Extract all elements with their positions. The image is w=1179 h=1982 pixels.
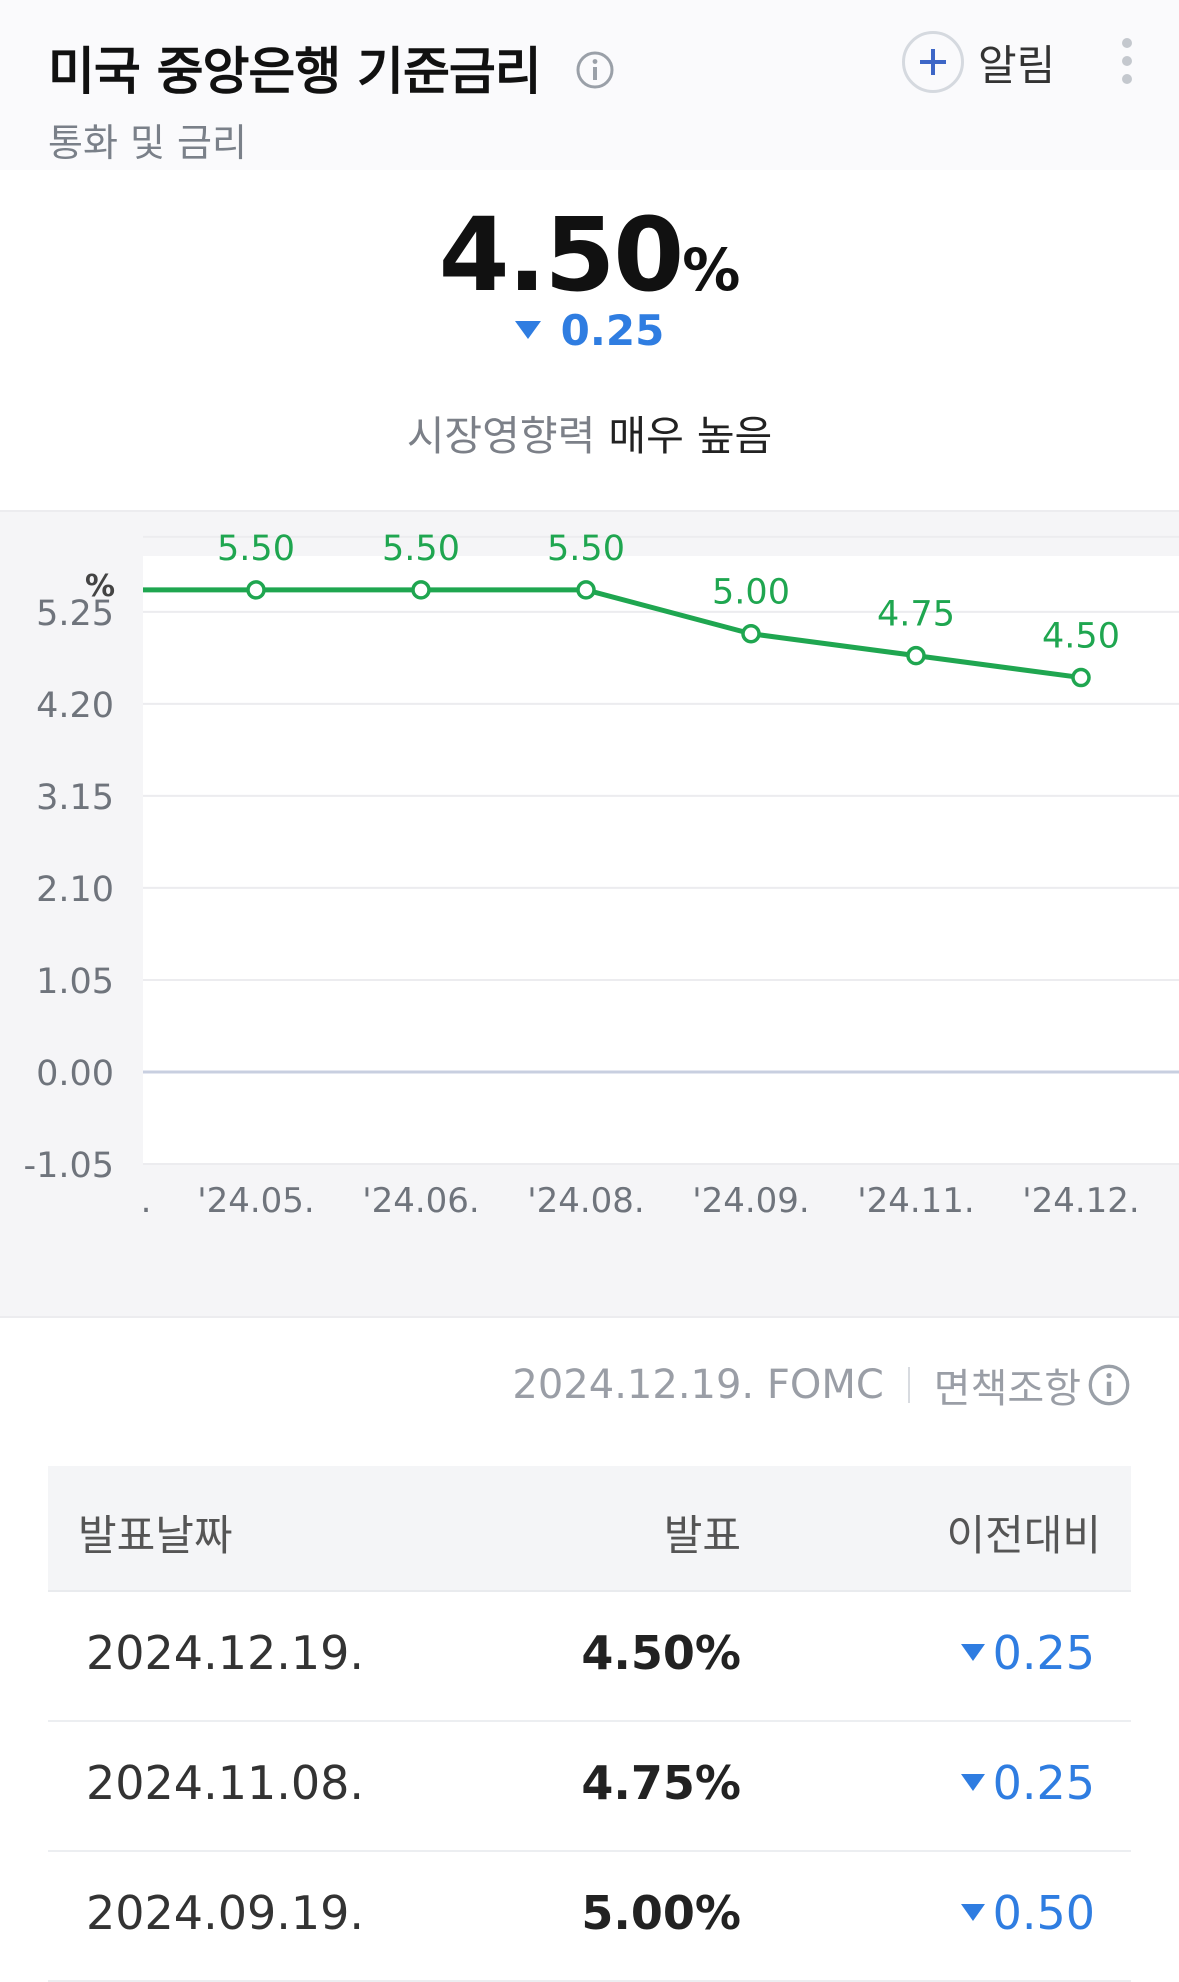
y-tick-label: 3.15 [36,778,114,818]
table-row[interactable]: 2024.12.19. 4.50% 0.25 [48,1590,1131,1722]
row-change-value: 0.25 [992,1626,1095,1680]
row-change: 0.50 [960,1886,1095,1940]
x-tick-label: '24.06. [362,1181,480,1221]
x-tick-label: . [141,1181,152,1221]
current-rate-unit: % [682,236,741,304]
data-point [576,580,596,600]
row-change-value: 0.50 [992,1886,1095,1940]
table-row[interactable]: 2024.11.08. 4.75% 0.25 [48,1720,1131,1852]
page-title: 미국 중앙은행 기준금리 [48,43,542,102]
y-tick-label: 2.10 [36,870,114,910]
row-date: 2024.11.08. [86,1756,364,1810]
down-triangle-icon [960,1774,985,1791]
rate-chart[interactable]: 5.25 4.20 3.15 2.10 1.05 0.00 -1.05%. '24.05. '2… [0,510,1179,1318]
rate-change-value: 0.25 [560,306,665,355]
market-influence-label: 시장영향력 [406,412,596,460]
plus-icon [902,31,964,93]
x-tick-label: '24.09. [692,1181,810,1221]
column-header-date: 발표날짜 [78,1511,233,1560]
data-point [1071,667,1091,688]
y-tick-label: -1.05 [23,1146,114,1186]
row-rate: 4.75% [581,1756,741,1810]
data-label: 5.50 [547,529,625,569]
line-chart[interactable]: 5.25 4.20 3.15 2.10 1.05 0.00 -1.05%. '24.05. '2… [0,512,1179,1316]
alarm-button[interactable]: 알림 [902,30,1055,94]
plot-background [143,556,1179,1164]
x-tick-label: '24.12. [1022,1181,1140,1221]
divider [907,1367,910,1403]
row-rate: 5.00% [581,1886,741,1940]
data-point [246,580,266,600]
current-rate-value: 4.50 [438,196,685,315]
column-header-rate: 발표 [663,1511,741,1560]
data-point [906,645,926,666]
alarm-label: 알림 [978,40,1056,90]
current-rate: 4.50% [0,196,1179,315]
market-influence-value: 매우 높음 [608,412,773,460]
source-label: 2024.12.19. FOMC [512,1362,884,1408]
page-subtitle: 통화 및 금리 [48,121,247,165]
down-triangle-icon [960,1904,985,1921]
y-axis-unit-label: % [85,569,115,604]
row-date: 2024.09.19. [86,1886,364,1940]
down-triangle-icon [514,320,541,339]
row-rate: 4.50% [581,1626,741,1680]
row-change-value: 0.25 [992,1756,1095,1810]
y-tick-label: 0.00 [36,1054,114,1094]
info-icon[interactable] [575,50,615,90]
column-header-change: 이전대비 [946,1511,1101,1560]
info-icon[interactable] [1087,1363,1131,1407]
more-vertical-icon[interactable] [1112,36,1142,86]
y-tick-label: 1.05 [36,962,114,1002]
header: 미국 중앙은행 기준금리 통화 및 금리 알림 [0,0,1179,170]
data-label: 5.00 [712,573,790,613]
y-tick-label: 5.25 [36,594,114,634]
row-change: 0.25 [960,1756,1095,1810]
market-influence: 시장영향력 매우 높음 [0,402,1179,462]
data-point [411,580,431,600]
data-label: 5.50 [217,529,295,569]
row-change: 0.25 [960,1626,1095,1680]
y-tick-label: 4.20 [36,686,114,726]
rate-change: 0.25 [0,306,1179,355]
x-tick-label: '24.11. [857,1181,975,1221]
data-label: 4.75 [877,595,955,635]
data-label: 4.50 [1042,617,1120,657]
table-row[interactable]: 2024.09.19. 5.00% 0.50 [48,1850,1131,1982]
data-label: 5.50 [382,529,460,569]
table-header: 발표날짜 발표 이전대비 [48,1466,1131,1592]
down-triangle-icon [960,1644,985,1661]
footnote: 2024.12.19. FOMC 면책조항 [512,1356,1131,1414]
x-tick-label: '24.08. [527,1181,645,1221]
disclaimer-link[interactable]: 면책조항 [933,1366,1081,1412]
data-point [741,623,761,644]
row-date: 2024.12.19. [86,1626,364,1680]
x-tick-label: '24.05. [197,1181,315,1221]
